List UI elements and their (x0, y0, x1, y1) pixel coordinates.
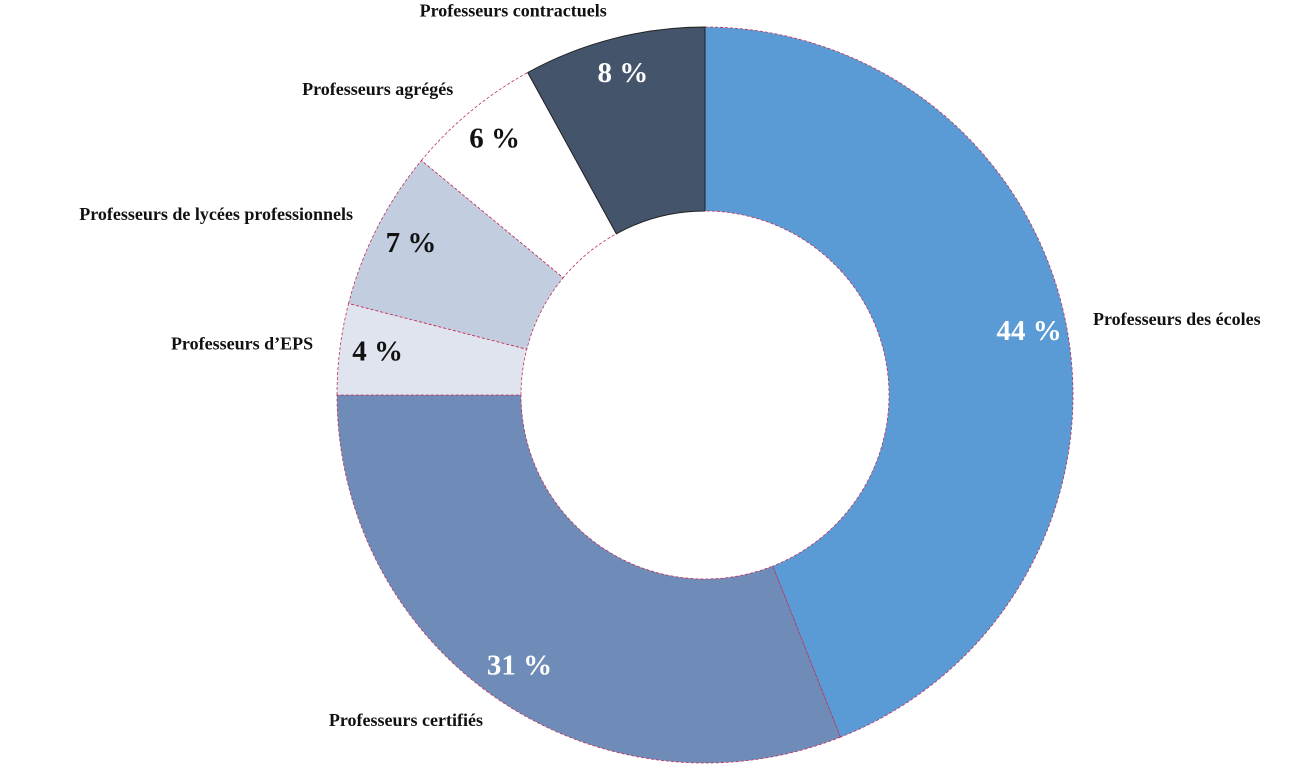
value-label: 44 % (997, 315, 1062, 347)
value-label: 7 % (386, 227, 437, 259)
category-label: Professeurs d’EPS (171, 334, 313, 354)
value-label: 31 % (487, 650, 552, 682)
category-label: Professeurs de lycées professionnels (79, 204, 353, 224)
donut-slice (527, 26, 706, 235)
value-label: 6 % (469, 122, 520, 154)
value-label: 8 % (598, 57, 649, 89)
donut-slice (336, 302, 528, 396)
category-label: Professeurs agrégés (302, 79, 453, 99)
donut-slice (420, 71, 617, 279)
category-label: Professeurs certifiés (329, 710, 483, 730)
donut-slice (704, 26, 1074, 738)
donut-slice (336, 394, 841, 764)
value-label: 4 % (352, 335, 403, 367)
category-label: Professeurs des écoles (1093, 309, 1261, 329)
category-label: Professeurs contractuels (420, 1, 607, 21)
